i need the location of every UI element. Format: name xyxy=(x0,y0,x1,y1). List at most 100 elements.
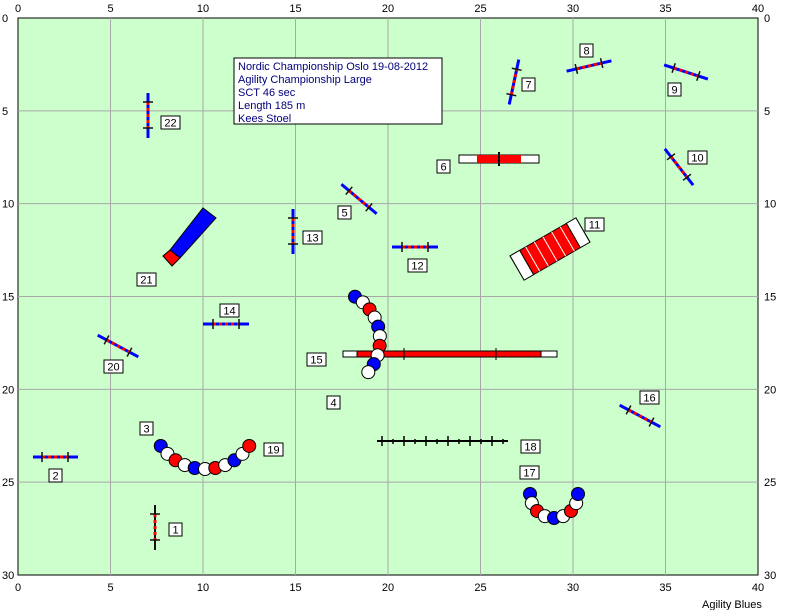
x-tick-bottom: 10 xyxy=(197,582,209,594)
jump-5 xyxy=(340,183,378,215)
x-tick-bottom: 40 xyxy=(752,582,764,594)
svg-text:14: 14 xyxy=(223,306,235,318)
obstacle-label-8: 8 xyxy=(579,43,594,58)
y-tick-left: 30 xyxy=(2,570,14,582)
y-tick-right: 25 xyxy=(764,477,776,489)
x-tick-top: 15 xyxy=(289,3,301,15)
tunnel-3-19 xyxy=(153,438,257,476)
obstacle-label-22: 22 xyxy=(160,115,181,130)
x-tick-bottom: 30 xyxy=(567,582,579,594)
y-tick-right: 20 xyxy=(764,384,776,396)
x-tick-bottom: 25 xyxy=(474,582,486,594)
jump-14 xyxy=(203,319,249,329)
svg-text:18: 18 xyxy=(524,442,536,454)
obstacle-label-21: 21 xyxy=(136,272,157,287)
x-tick-top: 35 xyxy=(659,3,671,15)
tire-6 xyxy=(458,152,540,166)
jump-20 xyxy=(96,333,140,359)
x-tick-bottom: 35 xyxy=(659,582,671,594)
svg-text:19: 19 xyxy=(267,445,279,457)
tunnel-17 xyxy=(523,487,585,525)
obstacle-label-17: 17 xyxy=(519,465,540,480)
obstacle-label-11: 11 xyxy=(584,217,605,232)
x-tick-top: 5 xyxy=(107,3,113,15)
course-info-box: Nordic Championship Oslo 19-08-2012 Agil… xyxy=(233,57,443,125)
x-tick-bottom: 5 xyxy=(107,582,113,594)
x-tick-top: 40 xyxy=(752,3,764,15)
svg-text:4: 4 xyxy=(330,398,336,410)
info-line-event: Nordic Championship Oslo 19-08-2012 xyxy=(238,61,428,73)
y-tick-right: 30 xyxy=(764,570,776,582)
svg-text:5: 5 xyxy=(341,208,347,220)
y-tick-right: 10 xyxy=(764,199,776,211)
x-tick-top: 30 xyxy=(567,3,579,15)
y-tick-left: 25 xyxy=(2,477,14,489)
dog-walk-15 xyxy=(342,348,558,360)
svg-text:16: 16 xyxy=(643,393,655,405)
x-tick-bottom: 20 xyxy=(382,582,394,594)
obstacle-label-18: 18 xyxy=(520,439,541,454)
weave-poles-18 xyxy=(377,436,508,446)
svg-text:17: 17 xyxy=(523,468,535,480)
y-tick-right: 0 xyxy=(764,13,770,25)
jump-10 xyxy=(663,147,695,187)
obstacle-label-3: 3 xyxy=(139,421,154,436)
svg-text:10: 10 xyxy=(691,153,703,165)
svg-text:2: 2 xyxy=(52,471,58,483)
y-tick-left: 20 xyxy=(2,384,14,396)
x-tick-top: 10 xyxy=(197,3,209,15)
svg-text:7: 7 xyxy=(525,80,531,92)
info-line-class: Agility Championship Large xyxy=(238,74,372,86)
jump-8 xyxy=(566,58,612,74)
a-frame-11 xyxy=(509,217,591,281)
tunnel-segment xyxy=(361,365,376,380)
x-tick-bottom: 0 xyxy=(15,582,21,594)
y-tick-left: 5 xyxy=(2,106,8,118)
svg-text:21: 21 xyxy=(140,275,152,287)
jump-9 xyxy=(663,62,709,82)
svg-text:8: 8 xyxy=(583,46,589,58)
y-tick-left: 10 xyxy=(2,199,14,211)
obstacle-label-2: 2 xyxy=(48,468,63,483)
info-line-judge: Kees Stoel xyxy=(238,113,291,125)
jump-16 xyxy=(618,403,662,429)
tunnel-4 xyxy=(348,289,387,380)
x-tick-top: 25 xyxy=(474,3,486,15)
obstacles-layer xyxy=(33,58,709,550)
obstacle-label-6: 6 xyxy=(436,159,451,174)
brand-label: Agility Blues xyxy=(702,599,762,610)
svg-text:13: 13 xyxy=(306,233,318,245)
svg-text:6: 6 xyxy=(440,162,446,174)
tunnel-segment xyxy=(571,487,585,501)
jump-22 xyxy=(143,93,153,138)
y-tick-right: 5 xyxy=(764,106,770,118)
jump-2 xyxy=(33,452,78,462)
svg-text:15: 15 xyxy=(310,355,322,367)
obstacle-label-15: 15 xyxy=(306,352,327,367)
x-tick-top: 0 xyxy=(15,3,21,15)
y-tick-left: 15 xyxy=(2,292,14,304)
svg-text:9: 9 xyxy=(671,85,677,97)
jump-1 xyxy=(150,505,160,550)
chute-21 xyxy=(162,207,217,267)
jump-13 xyxy=(288,209,298,254)
obstacle-label-13: 13 xyxy=(302,230,323,245)
obstacle-label-9: 9 xyxy=(667,82,682,97)
obstacle-label-20: 20 xyxy=(103,359,124,374)
obstacle-label-7: 7 xyxy=(521,77,536,92)
jump-12 xyxy=(392,242,438,252)
obstacle-label-14: 14 xyxy=(219,303,240,318)
svg-text:1: 1 xyxy=(172,525,178,537)
svg-text:22: 22 xyxy=(164,118,176,130)
svg-text:12: 12 xyxy=(411,261,423,273)
info-line-sct: SCT 46 sec xyxy=(238,87,296,99)
jump-7 xyxy=(506,59,522,105)
obstacle-label-16: 16 xyxy=(639,390,660,405)
obstacle-label-1: 1 xyxy=(168,522,183,537)
obstacle-label-5: 5 xyxy=(337,205,352,220)
svg-text:20: 20 xyxy=(107,362,119,374)
x-tick-bottom: 15 xyxy=(289,582,301,594)
